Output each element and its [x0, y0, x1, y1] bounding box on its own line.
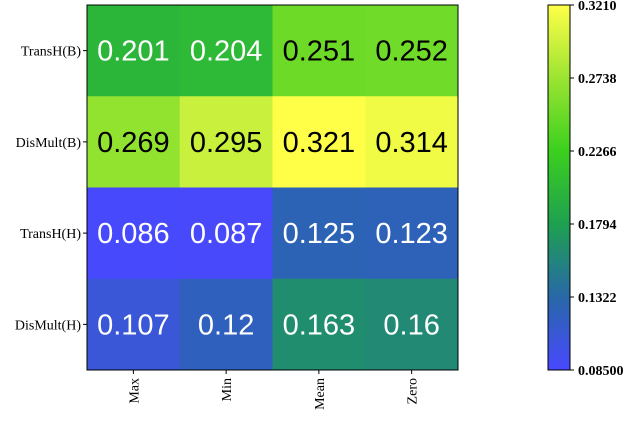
colorbar — [547, 4, 571, 371]
x-tick-label: Mean — [313, 378, 328, 410]
cell-label: 0.269 — [97, 127, 170, 159]
cell-label: 0.314 — [375, 127, 448, 159]
cell — [87, 278, 181, 371]
colorbar-tick-label: 0.2266 — [578, 145, 617, 160]
cell-label: 0.251 — [283, 36, 356, 68]
cell — [365, 96, 459, 188]
x-tick-label: Max — [127, 378, 142, 404]
row-label: TransH(H) — [20, 227, 81, 242]
colorbar-tick-label: 0.2738 — [578, 72, 617, 87]
colorbar-tick-label: 0.08500 — [578, 364, 624, 379]
cell-label: 0.087 — [190, 218, 263, 250]
cell — [87, 96, 181, 188]
cell — [272, 278, 366, 371]
colorbar-tick-label: 0.1322 — [578, 291, 617, 306]
row-label: TransH(B) — [21, 45, 81, 60]
cell — [365, 187, 459, 280]
x-tick-label: Min — [220, 378, 235, 401]
cell-label: 0.252 — [375, 36, 448, 68]
cell — [272, 96, 366, 188]
cell — [179, 96, 273, 188]
row-label: DisMult(B) — [16, 136, 82, 151]
cell — [87, 5, 181, 97]
cell-label: 0.16 — [383, 309, 439, 341]
cell — [272, 5, 366, 97]
cell — [272, 187, 366, 280]
cell-label: 0.086 — [97, 218, 170, 250]
cell — [365, 278, 459, 371]
colorbar-tick-label: 0.1794 — [578, 218, 617, 233]
cell — [179, 278, 273, 371]
cell-label: 0.123 — [375, 218, 448, 250]
frame — [86, 4, 459, 371]
x-tick-label: Zero — [406, 378, 421, 404]
cell-label: 0.163 — [283, 309, 356, 341]
cell-label: 0.295 — [190, 127, 263, 159]
cell — [87, 187, 181, 280]
cell-label: 0.107 — [97, 309, 170, 341]
colorbar-tick-label: 0.3210 — [578, 0, 617, 14]
cell — [365, 5, 459, 97]
row-label: DisMult(H) — [15, 318, 81, 333]
cell-label: 0.12 — [198, 309, 254, 341]
cell-label: 0.201 — [97, 36, 170, 68]
cell-label: 0.204 — [190, 36, 263, 68]
cell-label: 0.125 — [283, 218, 356, 250]
cell — [179, 5, 273, 97]
cell — [179, 187, 273, 280]
cell-label: 0.321 — [283, 127, 356, 159]
